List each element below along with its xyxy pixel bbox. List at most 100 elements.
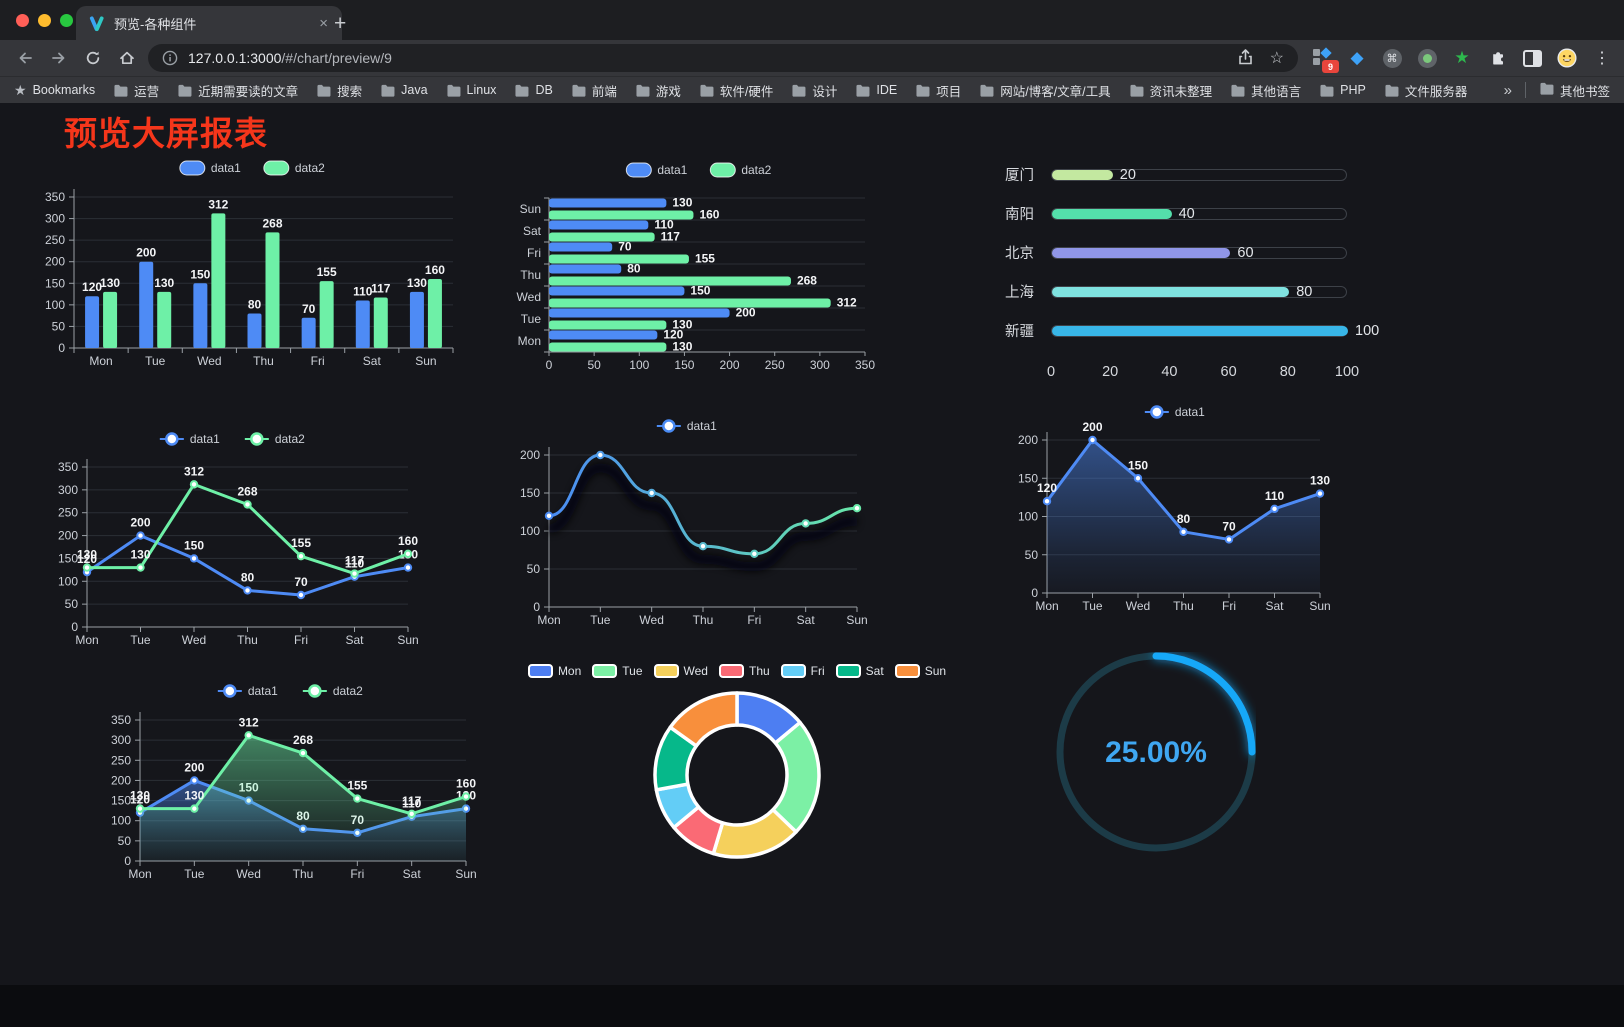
address-bar[interactable]: 127.0.0.1:3000/#/chart/preview/9 ☆: [148, 44, 1298, 72]
svg-text:200: 200: [1018, 433, 1038, 447]
svg-text:110: 110: [654, 218, 674, 232]
window-controls: [16, 14, 73, 27]
chart-bar-horizontal[interactable]: Mon Tue Wed Thu Fri Sat Sun 0 50 100 150 200 250 300 3…: [503, 150, 895, 378]
site-info-icon[interactable]: [162, 50, 178, 66]
svg-text:80: 80: [248, 297, 262, 311]
progress-row: 新疆 100: [1005, 311, 1379, 350]
svg-text:250: 250: [111, 753, 131, 767]
chart-bar-vertical[interactable]: 0 50 100 150 200 250 300 350 Mon Tue Wed Thu Fri Sat S…: [40, 148, 465, 372]
bookmark-folder[interactable]: 其他语言: [1230, 81, 1301, 100]
chart-percent-gauge[interactable]: 25.00%: [1056, 652, 1256, 852]
folder-icon: [114, 84, 128, 97]
svg-text:150: 150: [690, 284, 710, 298]
progress-fill: [1052, 169, 1113, 180]
bookmark-folder[interactable]: Java: [380, 81, 428, 100]
url-text: 127.0.0.1:3000/#/chart/preview/9: [188, 50, 392, 66]
dashboard-page: 预览大屏报表 0 50 100 150 200 250 300 350 Mon Tue Wed Thu…: [0, 103, 1624, 1027]
svg-text:150: 150: [1128, 458, 1148, 472]
svg-text:300: 300: [58, 483, 78, 497]
svg-text:data1: data1: [211, 161, 241, 175]
chart-city-progress[interactable]: 厦门 20 南阳 40 北京 60 上海 80 新疆 100 0 20 40 60 80 100: [1005, 155, 1379, 382]
bookmark-folder-list: 运营 近期需要读的文章 搜索 Java Linux DB 前端 游戏 软件/硬件 设计 IDE 项目网…: [113, 81, 1467, 100]
side-panel-icon[interactable]: [1522, 48, 1542, 68]
svg-text:200: 200: [736, 306, 756, 320]
collections-extension-icon[interactable]: 9: [1312, 47, 1339, 73]
bookmark-folder[interactable]: 前端: [571, 81, 617, 100]
legend-label: Fri: [810, 664, 825, 678]
svg-text:150: 150: [111, 794, 131, 808]
recorder-extension-icon[interactable]: [1417, 48, 1437, 68]
forward-button[interactable]: [46, 45, 72, 71]
chart-line-dual[interactable]: 0 50 100 150 200 250 300 350 Mon Tue Wed Thu Fri Sat S…: [45, 421, 420, 661]
bookmark-folder[interactable]: 软件/硬件: [699, 81, 773, 100]
svg-text:Fri: Fri: [1222, 599, 1236, 613]
bookmark-folder[interactable]: DB: [514, 81, 553, 100]
extensions-puzzle-icon[interactable]: [1487, 48, 1507, 68]
svg-text:155: 155: [695, 252, 715, 266]
bookmark-folder[interactable]: PHP: [1319, 81, 1366, 100]
bookmark-folder[interactable]: 项目: [915, 81, 961, 100]
svg-text:data1: data1: [1175, 405, 1205, 419]
legend-item[interactable]: Sat: [835, 664, 884, 678]
bookmarks-root[interactable]: ★ Bookmarks: [14, 83, 95, 97]
page-title: 预览大屏报表: [64, 115, 268, 152]
bookmark-folder[interactable]: 网站/博客/文章/工具: [979, 81, 1111, 100]
svg-text:200: 200: [45, 255, 65, 269]
progress-track: 40: [1051, 206, 1347, 222]
svg-text:Thu: Thu: [253, 354, 274, 368]
browser-tab[interactable]: 预览-各种组件 ×: [76, 6, 342, 40]
svg-text:312: 312: [208, 197, 228, 211]
bookmark-folder[interactable]: 资讯未整理: [1129, 81, 1212, 100]
progress-row: 厦门 20: [1005, 155, 1347, 194]
legend-item[interactable]: Mon: [527, 664, 581, 678]
star-icon: ★: [14, 82, 27, 98]
command-extension-icon[interactable]: ⌘: [1382, 48, 1402, 68]
tab-close-icon[interactable]: ×: [319, 14, 328, 32]
progress-track: 80: [1051, 284, 1347, 300]
svg-text:0: 0: [1031, 586, 1038, 600]
legend-item[interactable]: Sun: [894, 664, 946, 678]
home-button[interactable]: [114, 45, 140, 71]
svg-text:data2: data2: [275, 432, 305, 446]
gem-extension-icon[interactable]: ◆: [1350, 48, 1364, 67]
legend-swatch: [527, 664, 553, 678]
maximize-window-button[interactable]: [60, 14, 73, 27]
donut-legend[interactable]: Mon Tue Wed Thu Fri Sat Sun: [527, 664, 947, 678]
bookmark-folder[interactable]: 近期需要读的文章: [177, 81, 298, 100]
star-extension-icon[interactable]: ★: [1454, 48, 1470, 67]
bookmark-folder[interactable]: IDE: [855, 81, 897, 100]
chart-area-dual[interactable]: 0 50 100 150 200 250 300 350 Mon Tue Wed Thu Fri Sat S…: [103, 675, 478, 890]
legend-item[interactable]: Thu: [718, 664, 770, 678]
chart-area-single[interactable]: 0 50 100 150 200 Mon Tue Wed Thu Fri Sat Sun data1 12…: [1005, 386, 1345, 621]
legend-item[interactable]: Wed: [653, 664, 708, 678]
progress-label: 新疆: [1005, 324, 1034, 340]
close-window-button[interactable]: [16, 14, 29, 27]
other-bookmarks[interactable]: 其他书签: [1539, 81, 1610, 100]
svg-text:200: 200: [720, 358, 740, 372]
folder-icon: [381, 84, 395, 97]
minimize-window-button[interactable]: [38, 14, 51, 27]
bookmark-folder[interactable]: 游戏: [635, 81, 681, 100]
back-button[interactable]: [12, 45, 38, 71]
bookmark-folder[interactable]: 设计: [791, 81, 837, 100]
progress-label: 厦门: [1005, 168, 1034, 184]
chart-week-donut[interactable]: [645, 681, 829, 869]
bookmark-folder[interactable]: Linux: [446, 81, 496, 100]
profile-avatar[interactable]: [1557, 48, 1577, 68]
bookmark-folder[interactable]: 文件服务器: [1384, 81, 1467, 100]
share-icon[interactable]: [1237, 48, 1254, 69]
svg-text:Mon: Mon: [75, 633, 98, 647]
tab-favicon: [89, 15, 104, 31]
bookmark-folder[interactable]: 运营: [113, 81, 159, 100]
svg-text:Wed: Wed: [639, 613, 663, 627]
new-tab-button[interactable]: +: [334, 12, 347, 35]
legend-item[interactable]: Tue: [592, 664, 643, 678]
bookmark-folder[interactable]: 搜索: [316, 81, 362, 100]
bookmarks-overflow-chevron[interactable]: »: [1503, 81, 1512, 99]
browser-menu-icon[interactable]: ⋮: [1594, 50, 1610, 67]
chart-line-gradient[interactable]: 0 50 100 150 200 Mon Tue Wed Thu Fri Sat Sun data1: [503, 399, 871, 637]
progress-row: 北京 60: [1005, 233, 1347, 272]
bookmark-star-icon[interactable]: ☆: [1269, 50, 1284, 67]
reload-button[interactable]: [80, 45, 106, 71]
legend-item[interactable]: Fri: [780, 664, 825, 678]
